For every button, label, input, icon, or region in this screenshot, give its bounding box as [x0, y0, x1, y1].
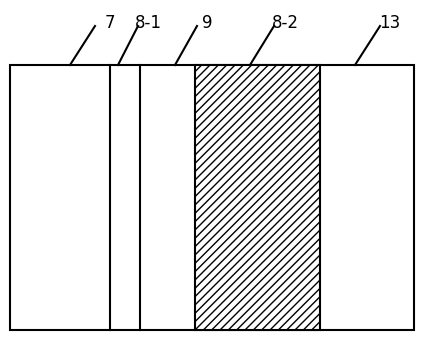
Bar	[10, 65, 414, 330]
Bar	[195, 65, 320, 330]
Text: 13: 13	[379, 14, 401, 32]
Text: 9: 9	[202, 14, 212, 32]
Text: 7: 7	[105, 14, 115, 32]
Text: 8-1: 8-1	[134, 14, 162, 32]
Text: 8-2: 8-2	[271, 14, 298, 32]
